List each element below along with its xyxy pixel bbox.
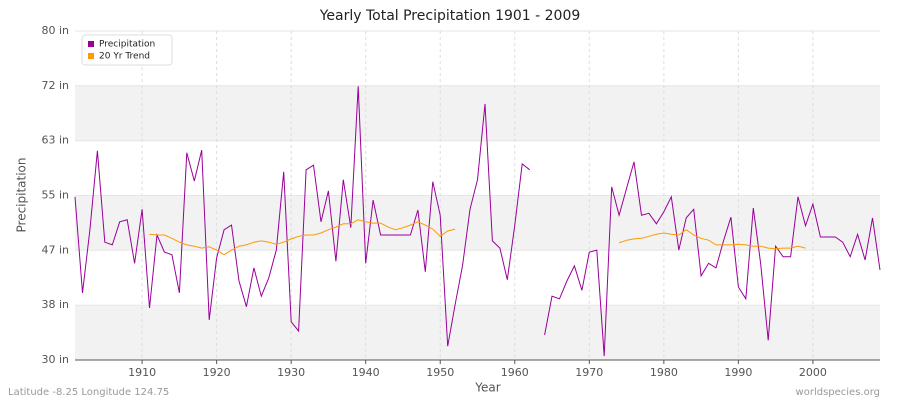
grid-band xyxy=(75,195,880,251)
legend-label: 20 Yr Trend xyxy=(99,52,150,62)
y-tick-label: 72 in xyxy=(41,79,69,92)
x-tick-label: 1970 xyxy=(575,366,603,379)
x-tick-label: 1960 xyxy=(501,366,529,379)
y-tick-label: 55 in xyxy=(41,189,69,202)
series-line xyxy=(74,86,881,357)
x-tick-label: 1930 xyxy=(277,366,305,379)
x-tick-label: 1910 xyxy=(128,366,156,379)
footer-left: Latitude -8.25 Longitude 124.75 xyxy=(8,387,169,398)
grid-band xyxy=(75,85,880,141)
x-tick-label: 1990 xyxy=(724,366,752,379)
legend-swatch xyxy=(88,41,94,47)
y-tick-label: 47 in xyxy=(41,243,69,256)
legend-box xyxy=(81,34,173,66)
y-tick-label: 38 in xyxy=(41,298,69,311)
x-tick-label: 1980 xyxy=(650,366,678,379)
legend-swatch xyxy=(88,53,94,59)
legend-label: Precipitation xyxy=(99,40,155,50)
y-tick-label: 30 in xyxy=(41,353,69,366)
y-tick-label: 80 in xyxy=(41,24,69,37)
series-line xyxy=(149,219,806,256)
legend: Precipitation 20 Yr Trend xyxy=(81,34,173,66)
y-axis-label: Precipitation xyxy=(15,157,29,232)
x-tick-label: 1920 xyxy=(203,366,231,379)
x-tick-label: 2000 xyxy=(799,366,827,379)
grid-band xyxy=(75,305,880,360)
x-tick-label: 1950 xyxy=(426,366,454,379)
footer-right: worldspecies.org xyxy=(796,387,880,398)
y-tick-label: 63 in xyxy=(41,134,69,147)
x-axis-label: Year xyxy=(474,381,500,395)
chart-title: Yearly Total Precipitation 1901 - 2009 xyxy=(319,8,581,24)
x-tick-label: 1940 xyxy=(352,366,380,379)
